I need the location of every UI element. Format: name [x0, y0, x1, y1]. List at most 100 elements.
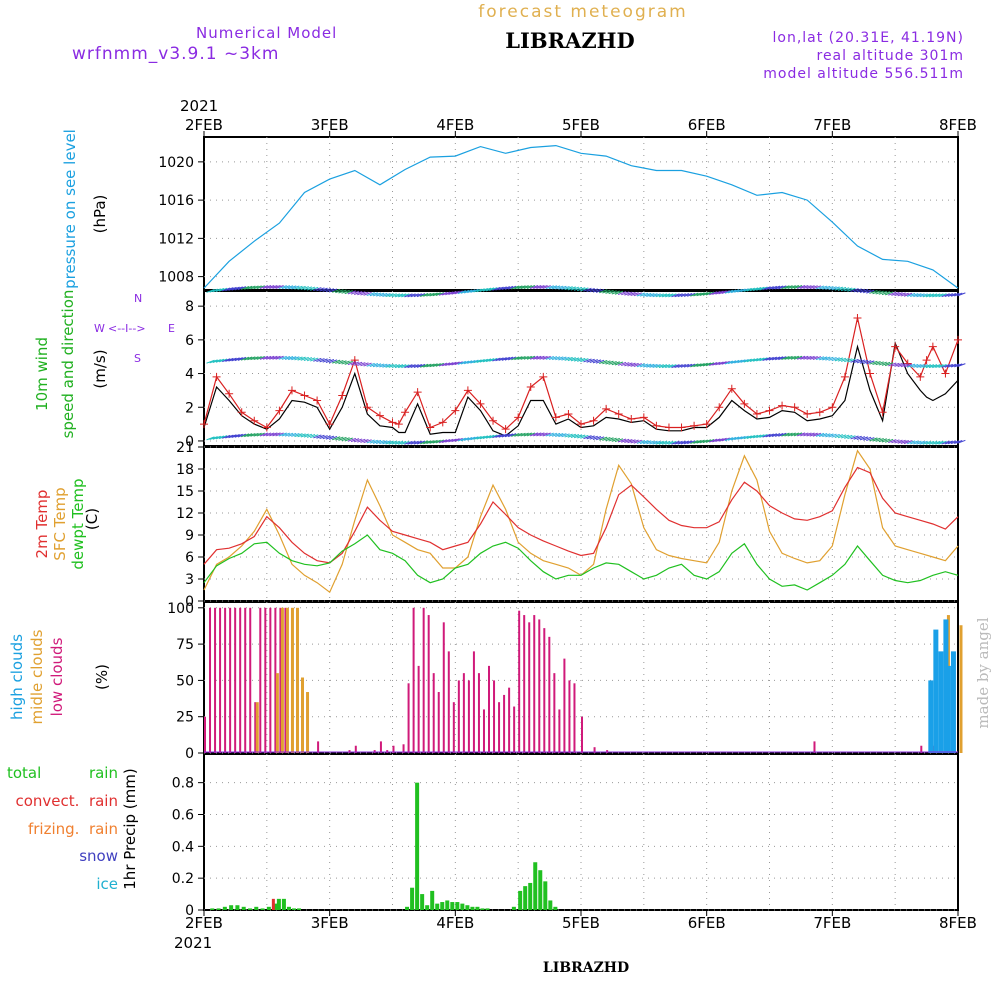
precip-bar: [543, 881, 548, 910]
cloud-bar: [558, 709, 561, 753]
wind-arrow: [401, 293, 410, 298]
cloud-bar: [234, 607, 237, 753]
x-tick-label-top: 4FEB: [436, 116, 474, 134]
wind-arrow: [671, 440, 680, 445]
cloud-bar: [290, 607, 294, 753]
wind-arrow: [558, 285, 567, 290]
wind-arrow: [479, 358, 489, 363]
wind-arrow: [526, 285, 536, 289]
wind-arrow: [611, 361, 620, 366]
cloud-bar: [259, 607, 262, 753]
wind-arrow: [278, 432, 287, 437]
wind-arrow: [385, 440, 394, 445]
y-tick-label: 0: [185, 903, 194, 919]
wind-arrow: [369, 363, 379, 367]
wind-arrow: [957, 439, 966, 444]
wind-arrow: [379, 440, 388, 445]
y-tick-label: 4: [185, 367, 194, 383]
wind-arrow: [759, 433, 768, 438]
footer-station: LIBRAZHD: [542, 960, 630, 976]
lonlat-label: lon,lat (20.31E, 41.19N): [772, 30, 964, 46]
wind-arrow: [894, 362, 903, 367]
wind-arrow: [316, 358, 325, 363]
wind-arrow: [347, 290, 357, 295]
wind-arrow: [407, 293, 416, 298]
cloud-bar: [392, 745, 395, 753]
wind-arrow: [630, 439, 639, 444]
cloud-bar: [920, 745, 923, 753]
wind-arrow: [671, 293, 680, 298]
wind-arrow: [705, 438, 715, 443]
wind-speed-point: [237, 408, 246, 417]
wind-arrow: [608, 290, 617, 295]
wind-arrow: [338, 289, 347, 294]
wind-arrow: [862, 360, 872, 365]
wind-arrow: [844, 434, 853, 439]
wind-speed-point: [564, 409, 573, 418]
wind-speed-point: [778, 401, 787, 410]
wind-arrow: [806, 432, 815, 437]
wind-arrow: [212, 359, 221, 364]
wind-arrow: [928, 293, 938, 298]
wind-arrow: [919, 440, 928, 445]
wind-speed-point: [614, 409, 623, 418]
wind-arrow: [313, 287, 322, 292]
wind-speed-point: [526, 383, 535, 392]
y-tick-label: 25: [176, 710, 194, 726]
wind-arrow: [589, 288, 598, 293]
y-tick-label: 3: [185, 572, 194, 588]
wind-arrow: [445, 438, 454, 443]
wind-arrow: [372, 363, 382, 368]
wind-speed-point: [740, 399, 749, 408]
wind-arrow: [649, 440, 658, 445]
wind-arrow: [542, 285, 551, 290]
panel-frame-2: [203, 446, 959, 602]
wind-arrow: [291, 285, 300, 290]
wind-arrow: [878, 290, 888, 295]
wind-arrow: [240, 433, 250, 438]
cloud-bar: [427, 615, 430, 753]
wind-speed-point: [765, 406, 774, 415]
wind-arrow: [353, 291, 363, 295]
wind-arrow: [693, 292, 702, 297]
wind-arrow: [614, 290, 624, 295]
wind-arrow: [621, 291, 630, 296]
wind-arrow: [498, 433, 507, 438]
wind-arrow: [344, 360, 353, 365]
cloud-bar: [482, 709, 485, 753]
wind-arrow: [661, 440, 671, 445]
wind-arrow: [310, 434, 319, 439]
wind-arrow: [536, 285, 545, 289]
wind-speed-point: [954, 335, 962, 344]
x-tick-label-bottom: 4FEB: [436, 914, 474, 932]
wind-arrow: [520, 285, 529, 290]
wind-arrow: [253, 285, 262, 290]
wind-arrow: [687, 440, 696, 445]
cloud-bar: [301, 677, 305, 753]
wind-arrow: [771, 356, 781, 361]
wind-arrow: [677, 293, 686, 298]
wind-arrow: [668, 440, 677, 445]
wind-arrow: [595, 436, 605, 441]
wind-arrow: [350, 290, 360, 295]
wind-arrow: [866, 437, 875, 442]
precip-bar: [548, 900, 553, 910]
wind-arrow: [523, 432, 532, 437]
y-tick-label: 15: [176, 484, 194, 500]
wind-arrow: [297, 285, 306, 290]
wind-arrow: [269, 355, 278, 360]
wind-arrow: [602, 289, 611, 294]
wind-arrow: [790, 355, 800, 360]
precip-bar: [415, 782, 420, 910]
wind-arrow: [818, 433, 828, 437]
cloud-bar: [533, 615, 536, 753]
wind-arrow: [771, 433, 781, 438]
wind-arrow: [878, 438, 888, 443]
wind-arrow: [473, 359, 482, 364]
wind-arrow: [385, 293, 394, 298]
x-year-bottom: 2021: [174, 934, 212, 952]
wind-arrow: [247, 356, 256, 361]
x-tick-label-bottom: 7FEB: [813, 914, 851, 932]
wind-arrow: [944, 293, 953, 298]
wind-arrow: [655, 293, 664, 298]
